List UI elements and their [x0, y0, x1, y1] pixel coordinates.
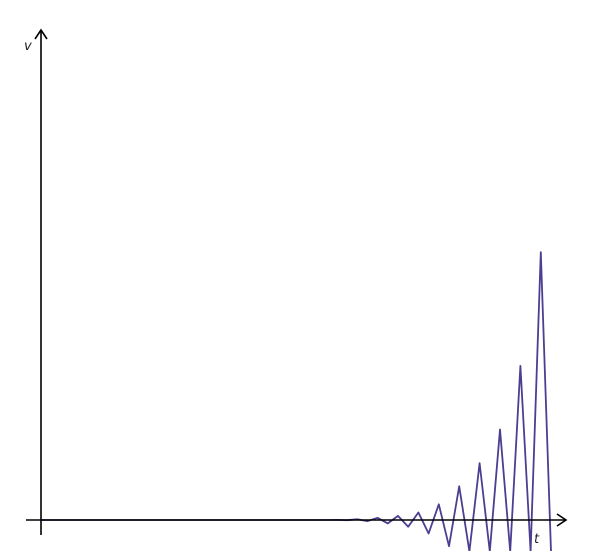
y-axis-label: v [24, 39, 32, 54]
series-layer [41, 252, 551, 551]
x-axis-label: t [534, 532, 540, 547]
series-line-1 [41, 252, 551, 551]
